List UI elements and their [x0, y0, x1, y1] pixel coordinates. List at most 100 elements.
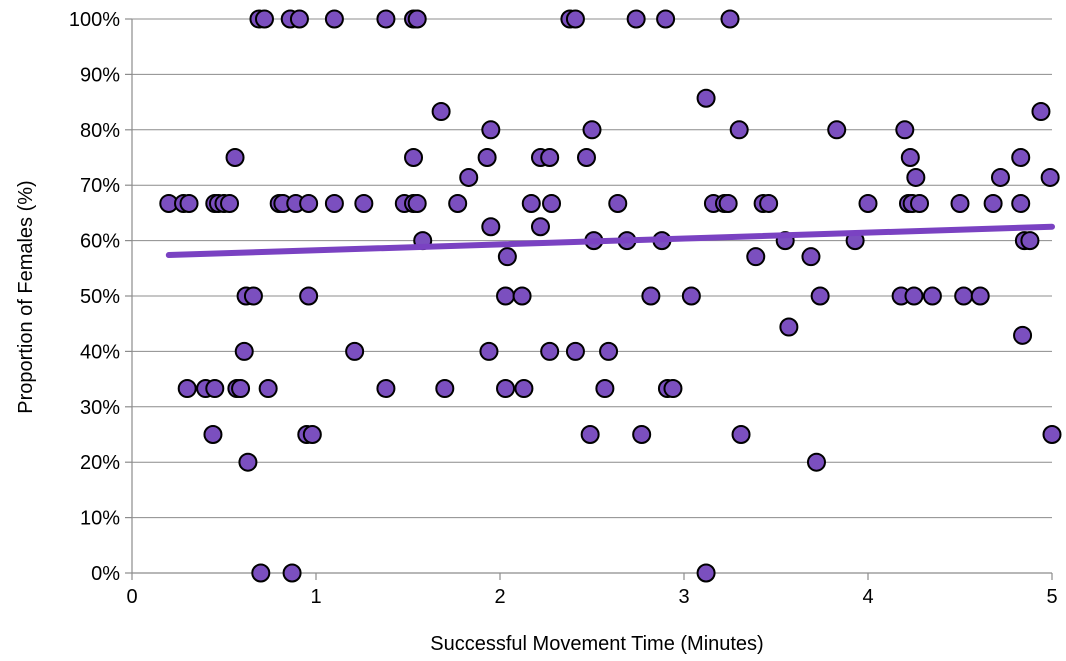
data-point — [827, 120, 847, 140]
data-point — [302, 425, 322, 444]
data-point — [225, 148, 245, 167]
data-point — [258, 379, 278, 399]
data-point — [407, 193, 427, 213]
y-tick-label: 60% — [80, 231, 120, 253]
data-point — [900, 148, 920, 167]
data-point — [681, 286, 701, 306]
data-point — [720, 9, 740, 29]
y-tick-label: 40% — [80, 341, 120, 363]
data-point — [477, 148, 497, 167]
data-point — [970, 286, 990, 306]
data-points — [159, 9, 1062, 583]
data-point — [904, 286, 924, 306]
data-point — [922, 286, 942, 306]
data-point — [983, 193, 1003, 213]
data-point — [806, 452, 826, 472]
axes — [125, 18, 1053, 580]
data-point — [759, 193, 779, 213]
data-point — [641, 286, 661, 306]
y-tick-labels: 0% 10% 20% 30% 40% 50% 60% 70% 80% 90% 100% — [69, 9, 120, 585]
data-point — [746, 247, 766, 267]
data-point — [407, 9, 427, 29]
y-tick-label: 0% — [91, 563, 120, 585]
data-point — [1042, 425, 1062, 444]
trendline — [165, 223, 1055, 259]
data-point — [696, 563, 716, 583]
data-point — [459, 167, 479, 187]
data-point — [431, 102, 451, 122]
data-point — [205, 379, 225, 399]
data-point — [345, 341, 365, 361]
data-point — [910, 193, 930, 213]
data-point — [497, 247, 517, 267]
data-point — [858, 193, 878, 213]
data-point — [582, 120, 602, 140]
data-point — [729, 120, 749, 140]
y-tick-label: 70% — [80, 175, 120, 197]
data-point — [220, 193, 240, 213]
data-point — [251, 563, 271, 583]
x-tick-label: 0 — [126, 586, 137, 608]
data-point — [608, 193, 628, 213]
data-point — [404, 148, 424, 167]
data-point — [231, 379, 251, 399]
data-point — [1020, 231, 1040, 251]
data-point — [580, 425, 600, 444]
data-point — [496, 379, 516, 399]
y-tick-label: 20% — [80, 452, 120, 474]
y-tick-label: 90% — [80, 64, 120, 86]
data-point — [565, 341, 585, 361]
data-point — [243, 286, 263, 306]
data-point — [354, 193, 374, 213]
data-point — [289, 9, 309, 29]
data-point — [1040, 167, 1060, 187]
data-point — [324, 193, 344, 213]
data-point — [512, 286, 532, 306]
data-point — [376, 379, 396, 399]
data-point — [299, 286, 319, 306]
data-point — [599, 341, 619, 361]
data-point — [632, 425, 652, 444]
data-point — [448, 193, 468, 213]
data-point — [540, 148, 560, 167]
data-point — [954, 286, 974, 306]
data-point — [521, 193, 541, 213]
data-point — [479, 341, 499, 361]
data-point — [514, 379, 534, 399]
data-point — [238, 452, 258, 472]
data-point — [696, 88, 716, 108]
data-point — [810, 286, 830, 306]
data-point — [540, 341, 560, 361]
trendline-group — [165, 223, 1055, 259]
data-point — [990, 167, 1010, 187]
y-tick-label: 30% — [80, 397, 120, 419]
data-point — [656, 9, 676, 29]
data-point — [324, 9, 344, 29]
x-tick-label: 2 — [494, 586, 505, 608]
data-point — [950, 193, 970, 213]
data-point — [1013, 325, 1033, 345]
data-point — [663, 379, 683, 399]
x-axis-title: Successful Movement Time (Minutes) — [430, 633, 763, 655]
y-tick-label: 10% — [80, 508, 120, 530]
data-point — [435, 379, 455, 399]
data-point — [1011, 193, 1031, 213]
data-point — [254, 9, 274, 29]
data-point — [203, 425, 223, 444]
y-tick-label: 100% — [69, 9, 120, 31]
y-tick-label: 50% — [80, 286, 120, 308]
data-point — [576, 148, 596, 167]
data-point — [895, 120, 915, 140]
data-point — [179, 193, 199, 213]
data-point — [481, 217, 501, 237]
data-point — [481, 120, 501, 140]
data-point — [626, 9, 646, 29]
data-point — [299, 193, 319, 213]
y-tick-label: 80% — [80, 120, 120, 142]
data-point — [779, 317, 799, 337]
x-tick-label: 3 — [678, 586, 689, 608]
data-point — [282, 563, 302, 583]
y-axis-title: Proportion of Females (%) — [15, 180, 37, 413]
data-point — [595, 379, 615, 399]
x-tick-label: 4 — [862, 586, 873, 608]
